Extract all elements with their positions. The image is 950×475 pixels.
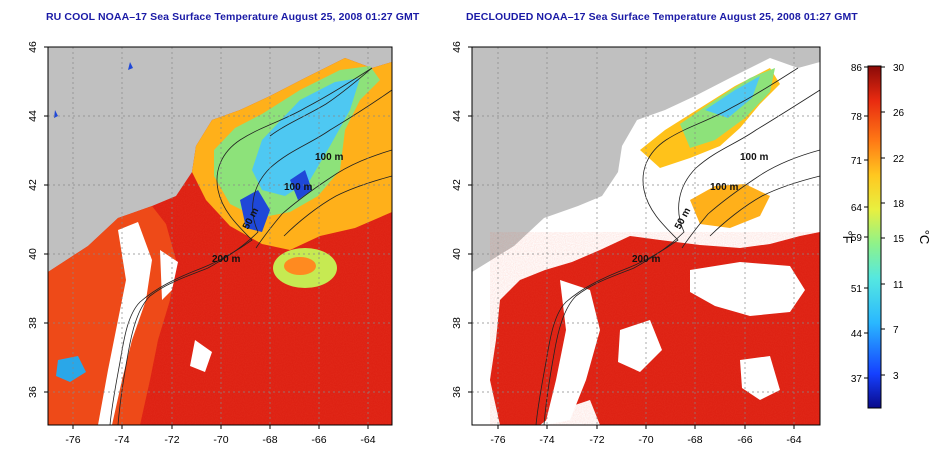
- colorbar-f-tick-44: 44: [851, 329, 863, 340]
- right-y-tick-40: 40: [451, 248, 463, 260]
- left-map: 100 m 100 m 200 m 50 m: [47, 46, 393, 426]
- right-x-tick-72: -72: [589, 434, 604, 446]
- right-y-tick-44: 44: [451, 110, 463, 122]
- right-axis-ticks: [468, 46, 795, 429]
- cold-water: [705, 76, 760, 118]
- isobath-label-200m: 200 m: [632, 254, 660, 265]
- left-map-title: RU COOL NOAA–17 Sea Surface Temperature …: [46, 11, 420, 23]
- left-axis-ticks: [44, 46, 369, 429]
- colorbar-f-tick-59: 59: [851, 233, 863, 244]
- colorbar-f-tick-64: 64: [851, 203, 863, 214]
- left-x-tick-64: -64: [360, 434, 375, 446]
- celsius-unit-label: °C: [917, 230, 932, 245]
- colorbar-c-tick-3: 3: [893, 371, 899, 382]
- left-y-tick-40: 40: [27, 248, 39, 260]
- isobath-label-100m-b: 100 m: [284, 182, 312, 193]
- right-x-tick-70: -70: [638, 434, 653, 446]
- cloud: [690, 262, 805, 316]
- fahrenheit-unit-label: °F: [840, 230, 855, 243]
- right-y-tick-36: 36: [451, 386, 463, 398]
- colorbar-c-tick-26: 26: [893, 108, 905, 119]
- right-y-tick-46: 46: [451, 41, 463, 53]
- left-y-tick-46: 46: [27, 41, 39, 53]
- right-x-tick-74: -74: [539, 434, 554, 446]
- land: [472, 47, 820, 272]
- colorbar: 86 78 71 64 59 51 44 37 30 26 22 18 15 1…: [840, 63, 932, 409]
- land: [48, 47, 392, 272]
- colorbar-c-tick-30: 30: [893, 63, 905, 74]
- left-x-tick-66: -66: [311, 434, 326, 446]
- right-y-tick-42: 42: [451, 179, 463, 191]
- right-map: 100 m 100 m 200 m 50 m: [471, 46, 821, 426]
- left-map-frame: [47, 46, 393, 426]
- cold-water: [252, 78, 360, 196]
- left-y-tick-44: 44: [27, 110, 39, 122]
- left-x-tick-68: -68: [262, 434, 277, 446]
- left-y-tick-36: 36: [27, 386, 39, 398]
- left-y-tick-42: 42: [27, 179, 39, 191]
- bathymetry-contours: [535, 67, 821, 426]
- graticule: [472, 47, 820, 425]
- colorbar-scale: [867, 65, 882, 409]
- cloud: [98, 222, 152, 425]
- bathymetry-contours: [109, 67, 393, 426]
- right-x-tick-64: -64: [786, 434, 801, 446]
- left-x-tick-70: -70: [213, 434, 228, 446]
- colorbar-f-tick-86: 86: [851, 63, 863, 74]
- left-x-tick-72: -72: [164, 434, 179, 446]
- colorbar-c-tick-22: 22: [893, 154, 905, 165]
- graticule: [48, 47, 392, 425]
- colorbar-c-tick-7: 7: [893, 325, 899, 336]
- right-x-tick-66: -66: [737, 434, 752, 446]
- colorbar-c-tick-15: 15: [893, 234, 905, 245]
- colorbar-c-tick-11: 11: [893, 280, 904, 291]
- left-y-tick-38: 38: [27, 317, 39, 329]
- right-x-tick-68: -68: [687, 434, 702, 446]
- isobath-label-100m-b: 100 m: [710, 182, 738, 193]
- colorbar-f-tick-71: 71: [851, 156, 863, 167]
- isobath-label-100m-a: 100 m: [740, 152, 768, 163]
- right-map-title: DECLOUDED NOAA–17 Sea Surface Temperatur…: [466, 11, 858, 23]
- isobath-label-200m: 200 m: [212, 254, 240, 265]
- colorbar-f-tick-78: 78: [851, 112, 863, 123]
- colorbar-f-tick-37: 37: [851, 374, 863, 385]
- isobath-label-100m-a: 100 m: [315, 152, 343, 163]
- right-y-tick-38: 38: [451, 317, 463, 329]
- right-x-tick-76: -76: [490, 434, 505, 446]
- colorbar-c-tick-18: 18: [893, 199, 905, 210]
- left-x-tick-74: -74: [114, 434, 129, 446]
- colorbar-f-tick-51: 51: [851, 284, 863, 295]
- left-x-tick-76: -76: [65, 434, 80, 446]
